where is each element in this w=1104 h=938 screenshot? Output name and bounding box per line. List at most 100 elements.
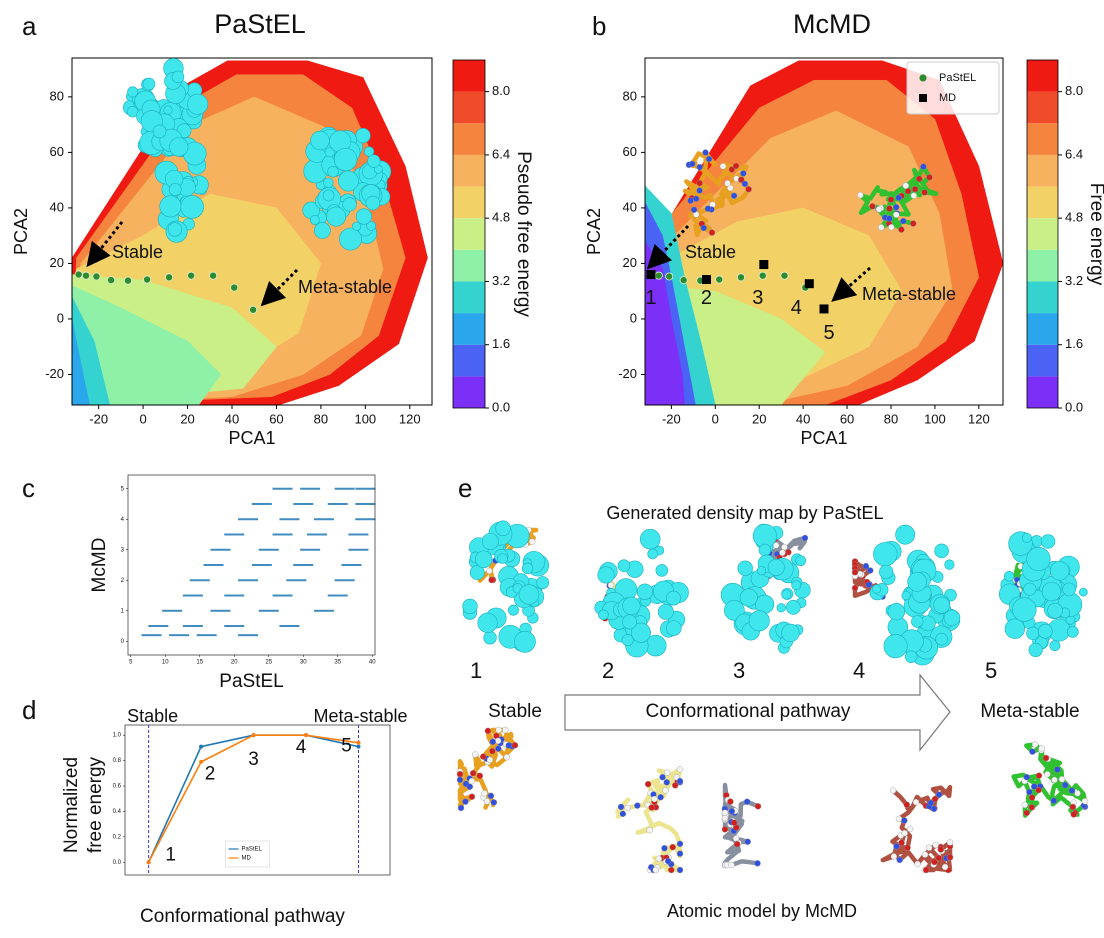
atom [895,194,902,201]
md-point [646,270,656,280]
density-blob [363,146,375,157]
x-tick-label: 20 [180,411,194,426]
scatter-point [327,502,348,505]
scatter-point [224,533,245,536]
atom [1058,776,1066,783]
atom [904,187,912,195]
x-tick-label: 120 [968,411,990,426]
pastel-point [679,276,688,285]
density-blob [167,222,183,237]
atom [1023,773,1030,781]
colorbar-tick-label: 8.0 [492,83,510,98]
y-tick-label: 80 [50,88,64,103]
density-blob [748,610,770,632]
atom [779,549,786,556]
scatter-point [300,548,321,551]
atom [1035,786,1042,794]
density-blob [366,220,377,231]
y-tick-label: 40 [50,199,64,214]
density-blob [475,550,493,568]
structure-number: 3 [733,658,745,683]
atom [931,795,939,803]
atom [664,769,671,776]
series-point [356,744,361,749]
energy-region [72,318,91,405]
atom [462,798,469,805]
atom [481,790,488,797]
density-blob [1023,582,1037,596]
atom [912,798,920,806]
atom [911,186,919,193]
caption: Atomic model by McMD [667,901,857,921]
colorbar-band [453,186,485,219]
atom [724,180,731,187]
arrow [646,224,690,270]
x-tick-label: 80 [314,411,328,426]
atom [898,839,905,846]
atom [935,791,943,798]
chart-title: McMD [793,9,871,39]
atom [676,866,684,874]
colorbar-band [453,123,485,155]
colorbar-tick-label: 6.4 [1065,146,1083,161]
annotation: Stable [685,242,736,262]
density-blob [169,137,189,157]
atom [659,774,666,781]
colorbar-label: Pseudo free energy [513,151,534,317]
atom [648,804,655,811]
scatter-point [279,625,300,628]
atom [801,534,809,542]
arrow [260,268,299,307]
atom [869,203,876,210]
scatter-point [279,518,300,521]
atom [456,770,464,778]
atom [700,224,707,232]
atom [893,843,900,850]
colorbar-band [453,218,485,250]
scatter-point [258,609,279,612]
panel-label: e [458,473,472,503]
colorbar-frame [1026,59,1059,409]
annotation: Stable [112,242,163,262]
atom [494,737,502,745]
scatter-point [224,594,245,597]
atomic-model [456,726,519,812]
colorbar-band [453,249,485,282]
scatter-point [313,609,334,612]
density-blob [536,576,550,590]
colorbar-band [453,60,485,92]
pastel-point [209,271,218,280]
scatter-point [182,625,203,628]
scatter-point [169,634,190,637]
scatter-point [182,594,203,597]
atom [738,176,745,184]
atomic-model [1011,741,1089,818]
colorbar-band [453,313,485,345]
atom [469,770,477,777]
atomic-model [880,784,954,874]
atom [1050,797,1058,804]
atom [1081,798,1089,805]
atom [740,170,747,177]
atom [946,839,954,846]
scatter-point [238,634,259,637]
y-tick-label: 80 [623,88,637,103]
atom [865,581,873,588]
density-blob [666,620,682,636]
atom [730,819,738,826]
atom [655,855,663,863]
scatter-point [272,487,293,490]
atom [662,787,669,794]
density-blob [1041,581,1062,602]
point-label: 5 [823,322,834,344]
scatter-point [334,579,355,582]
structure-number: 1 [470,658,482,683]
x-tick-label: -20 [662,411,681,426]
atom [489,738,496,745]
atom [886,205,893,212]
x-tick-label: 60 [840,411,854,426]
y-axis-label: PCA2 [584,208,604,255]
density-blob [152,124,167,139]
atom [1035,772,1043,779]
pastel-point [82,271,91,280]
